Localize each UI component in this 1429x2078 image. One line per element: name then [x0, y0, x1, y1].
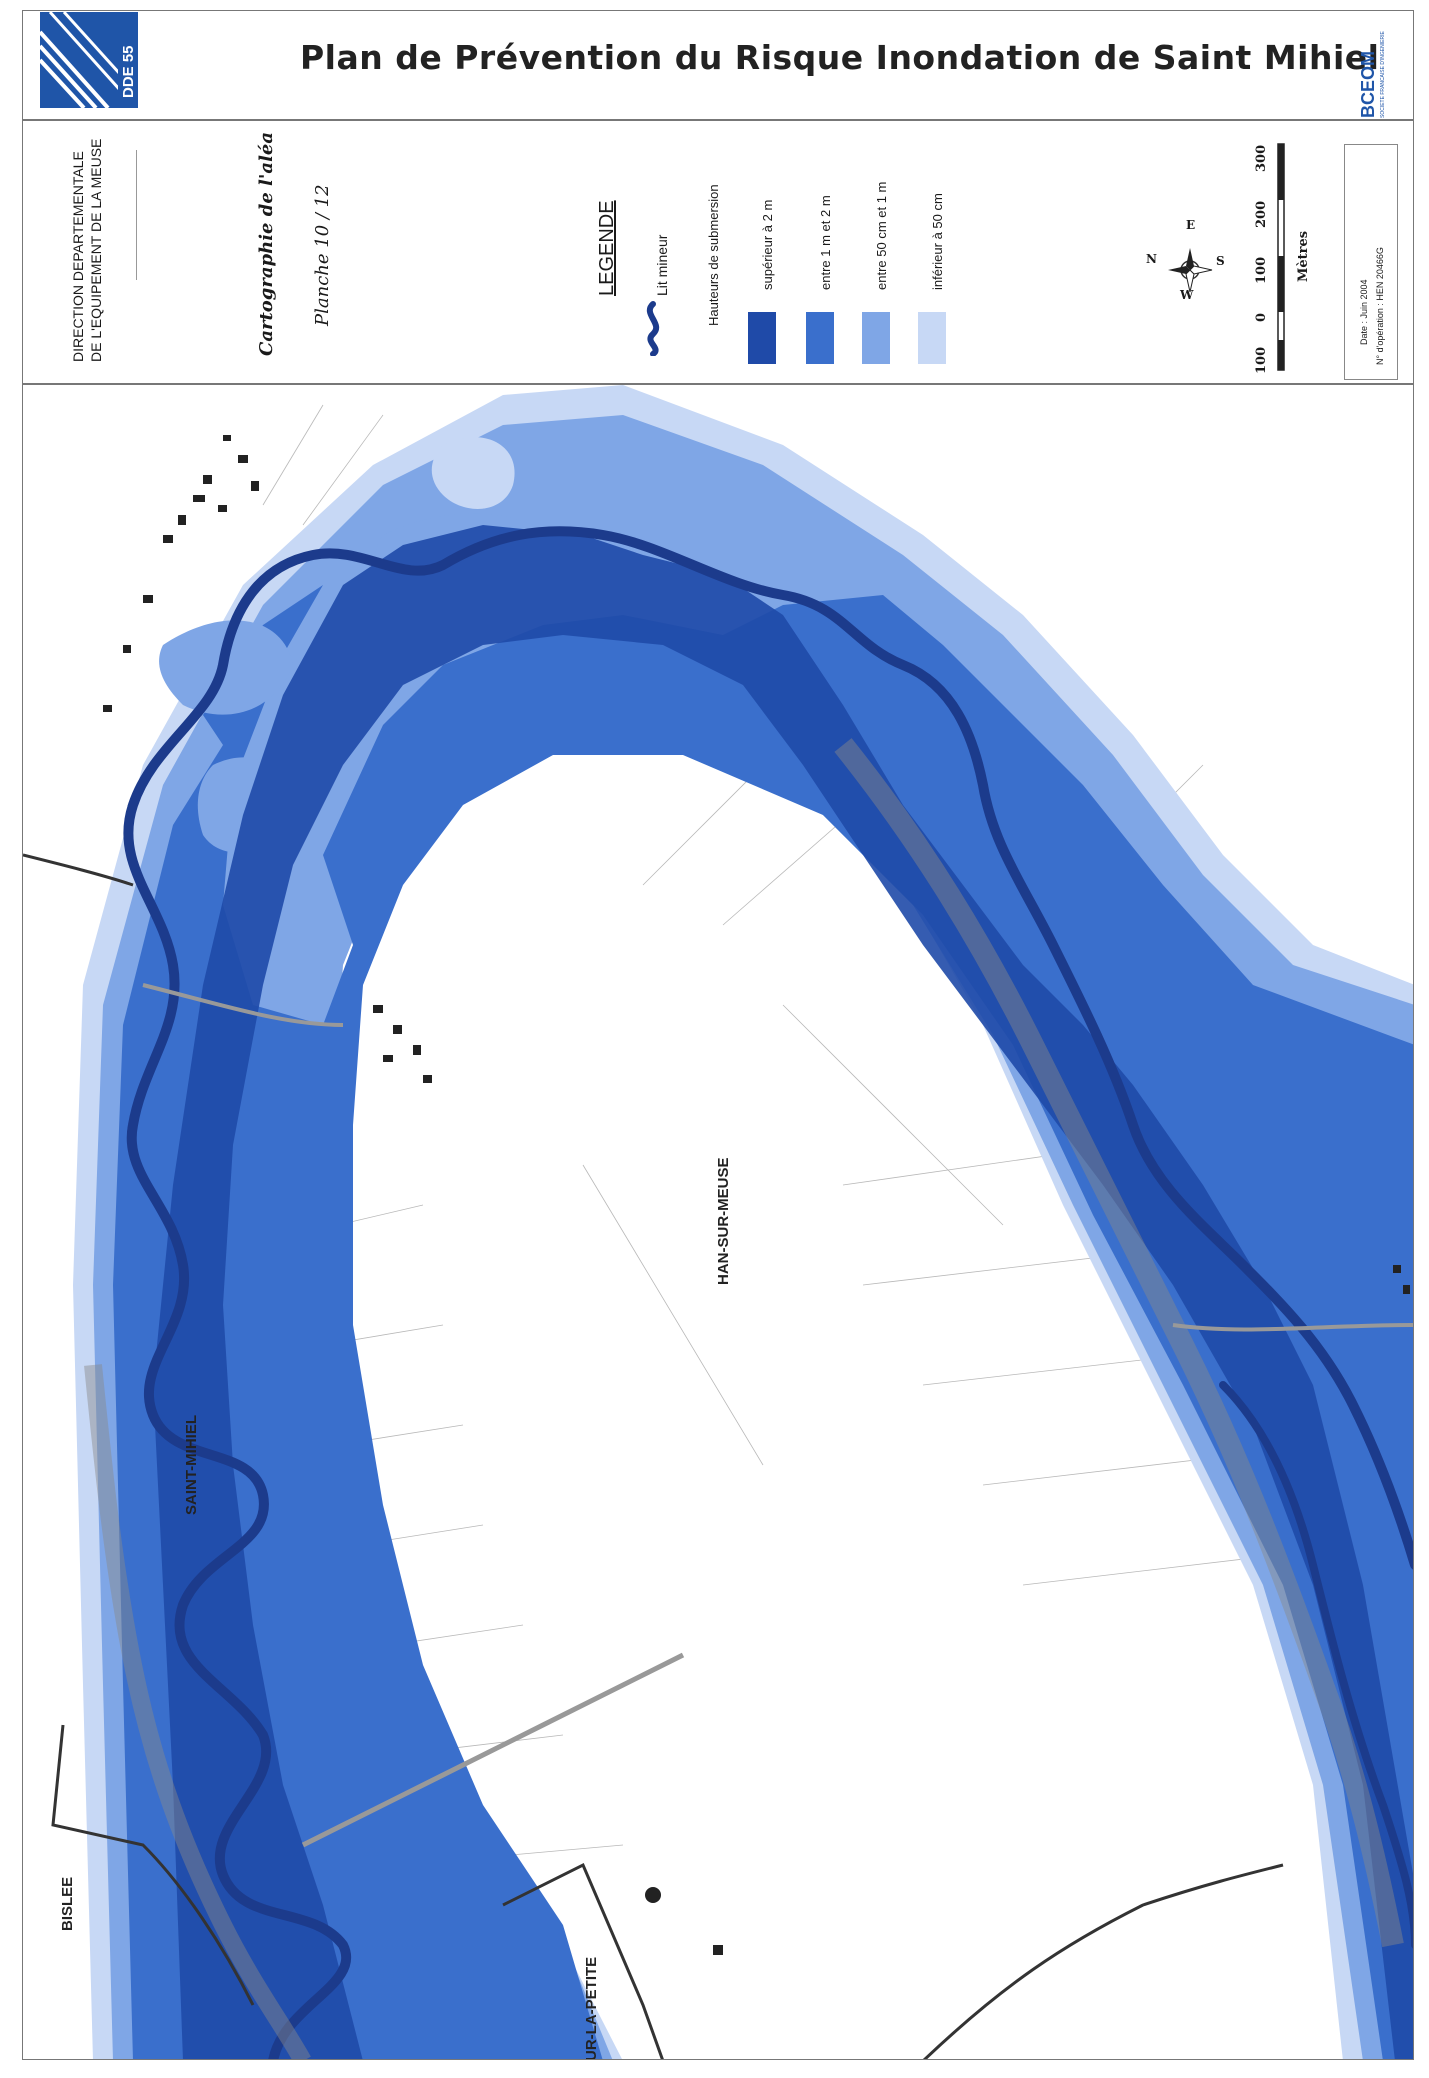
- label-han-sur-meuse: HAN-SUR-MEUSE: [715, 1157, 732, 1286]
- swatch-50cm-1m: [862, 312, 890, 364]
- header-frame: [22, 10, 1414, 120]
- legend-label-50cm-1m: entre 50 cm et 1 m: [874, 181, 889, 290]
- sheet-number: Planche 10 / 12: [312, 184, 333, 326]
- commune-boundary-left: [51, 1724, 255, 2006]
- map-type: Cartographie de l'aléa: [256, 131, 277, 356]
- compass-n: N: [1146, 252, 1157, 266]
- org-line-2: DE L'EQUIPEMENT DE LA MEUSE: [88, 138, 104, 362]
- swatch-above-2m: [748, 312, 776, 364]
- scale-tick-0: 0: [1254, 312, 1269, 322]
- commune-boundary-bottom: [502, 1862, 664, 2059]
- compass-w: W: [1180, 288, 1194, 302]
- scale-tick-300: 300: [1254, 144, 1269, 172]
- operation-number: N° d'opération : HEN 20466G: [1375, 247, 1385, 365]
- swatch-1m-2m: [806, 312, 834, 364]
- dde-logo-text: DDE 55: [120, 45, 137, 98]
- buildings: [103, 435, 1410, 1955]
- dde-logo: DDE 55: [40, 12, 138, 108]
- road-bridge-top: [142, 983, 344, 1027]
- ridge-hatching: [834, 738, 1404, 1948]
- cartouche-frame: [22, 120, 1414, 384]
- scale-tick-100-right: 100: [1254, 256, 1269, 284]
- zone-above-2m-main: [153, 525, 1413, 2059]
- river-legend-symbol: [646, 301, 660, 356]
- scale-unit: Mètres: [1296, 230, 1311, 282]
- label-ur-la-petite: UR-LA-PETITE: [583, 1956, 600, 2060]
- scale-bar: [1277, 143, 1285, 371]
- road-bridge-bottom: [301, 1652, 685, 1848]
- heights-title: Hauteurs de submersion: [706, 184, 721, 326]
- compass-e: E: [1186, 218, 1196, 232]
- scale-tick-100-left: 100: [1254, 346, 1269, 374]
- org-line-1: DIRECTION DEPARTEMENTALE: [70, 151, 86, 362]
- dde-logo-graphic: [40, 12, 138, 108]
- map-panel: SAINT-MIHIEL HAN-SUR-MEUSE BISLEE UR-LA-…: [22, 384, 1414, 2060]
- operation-info-box: Date : Juin 2004 N° d'opération : HEN 20…: [1344, 144, 1398, 380]
- river-branch: [1219, 1381, 1413, 1949]
- legend-title: LEGENDE: [596, 200, 618, 296]
- road-right: [1172, 1323, 1413, 1332]
- date-label: Date : Juin 2004: [1359, 279, 1369, 345]
- river-channel: [123, 526, 1413, 2059]
- label-bislee: BISLEE: [59, 1876, 76, 1931]
- patch-below-50cm-a: [431, 437, 515, 509]
- compass-s: S: [1216, 254, 1225, 268]
- commune-boundary-top: [23, 853, 134, 887]
- commune-boundary-br: [922, 1863, 1284, 2059]
- flood-hazard-map: [23, 385, 1413, 2059]
- bceom-logo-subtext: SOCIETE FRANCAISE D'INGENIERIE: [1380, 31, 1386, 118]
- legend-label-1m-2m: entre 1 m et 2 m: [818, 195, 833, 290]
- scale-tick-200: 200: [1254, 200, 1269, 228]
- zone-1m-2m: [113, 585, 1413, 2059]
- legend-label-below-50cm: inférieur à 50 cm: [930, 193, 945, 290]
- river-legend-label: Lit mineur: [654, 234, 670, 296]
- bceom-logo: BCEOM SOCIETE FRANCAISE D'INGENIERIE: [1352, 18, 1392, 128]
- page-title: Plan de Prévention du Risque Inondation …: [300, 38, 1380, 77]
- label-saint-mihiel: SAINT-MIHIEL: [183, 1415, 200, 1515]
- swatch-below-50cm: [918, 312, 946, 364]
- compass-rose-icon: [1168, 248, 1213, 293]
- legend-label-above-2m: supérieur à 2 m: [760, 199, 775, 290]
- ridge-hatching-left: [84, 1364, 311, 2059]
- divider-line: [136, 150, 137, 280]
- bceom-logo-text: BCEOM: [1358, 51, 1378, 118]
